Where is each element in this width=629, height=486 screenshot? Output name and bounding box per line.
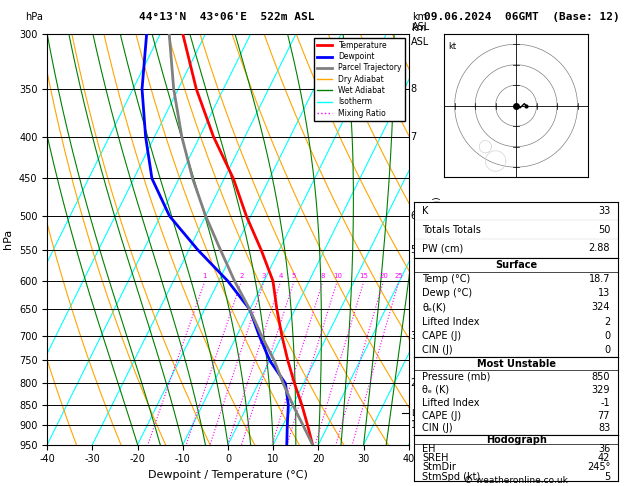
Text: CIN (J): CIN (J) [422, 345, 453, 355]
Text: 3: 3 [411, 331, 417, 341]
Text: kt: kt [448, 42, 457, 51]
Text: 42: 42 [598, 453, 610, 463]
Text: 0: 0 [604, 331, 610, 341]
Text: 44°13'N  43°06'E  522m ASL: 44°13'N 43°06'E 522m ASL [138, 12, 314, 22]
Text: Hodograph: Hodograph [486, 434, 547, 445]
Text: LCL: LCL [411, 409, 426, 418]
Text: 2: 2 [604, 316, 610, 327]
Text: Totals Totals: Totals Totals [422, 225, 481, 235]
Text: 50: 50 [598, 225, 610, 235]
Text: 850: 850 [592, 372, 610, 382]
Text: Surface: Surface [495, 260, 537, 270]
Text: StmDir: StmDir [422, 462, 456, 472]
Text: © weatheronline.co.uk: © weatheronline.co.uk [464, 476, 568, 485]
Text: 2.88: 2.88 [589, 243, 610, 253]
Text: 6: 6 [411, 211, 417, 221]
Text: 10: 10 [333, 273, 342, 279]
Text: CAPE (J): CAPE (J) [422, 331, 461, 341]
Text: 09.06.2024  06GMT  (Base: 12): 09.06.2024 06GMT (Base: 12) [424, 12, 620, 22]
Text: K: K [422, 206, 428, 216]
Text: hPa: hPa [25, 12, 43, 22]
Text: 33: 33 [598, 206, 610, 216]
Text: Mixing Ratio (g/kg): Mixing Ratio (g/kg) [433, 196, 442, 282]
Text: -1: -1 [601, 398, 610, 408]
Text: θₑ(K): θₑ(K) [422, 302, 446, 312]
Text: Pressure (mb): Pressure (mb) [422, 372, 491, 382]
Text: ASL: ASL [411, 37, 429, 47]
Text: 1: 1 [203, 273, 207, 279]
Text: 36: 36 [598, 444, 610, 454]
Text: 324: 324 [592, 302, 610, 312]
X-axis label: Dewpoint / Temperature (°C): Dewpoint / Temperature (°C) [148, 470, 308, 480]
Text: SREH: SREH [422, 453, 448, 463]
Text: 13: 13 [598, 288, 610, 298]
Text: 20: 20 [379, 273, 388, 279]
Text: km: km [412, 12, 427, 22]
Text: Lifted Index: Lifted Index [422, 316, 479, 327]
Text: Most Unstable: Most Unstable [477, 359, 555, 369]
Text: 5: 5 [292, 273, 296, 279]
Text: Dewp (°C): Dewp (°C) [422, 288, 472, 298]
Text: 2: 2 [411, 379, 417, 388]
Text: θₑ (K): θₑ (K) [422, 384, 449, 395]
Text: 4: 4 [279, 273, 283, 279]
Text: km: km [411, 23, 426, 33]
Text: Lifted Index: Lifted Index [422, 398, 479, 408]
Text: ASL: ASL [412, 22, 430, 32]
Text: 245°: 245° [587, 462, 610, 472]
Legend: Temperature, Dewpoint, Parcel Trajectory, Dry Adiabat, Wet Adiabat, Isotherm, Mi: Temperature, Dewpoint, Parcel Trajectory… [314, 38, 405, 121]
Text: StmSpd (kt): StmSpd (kt) [422, 471, 481, 482]
Text: 5: 5 [604, 471, 610, 482]
Text: Temp (°C): Temp (°C) [422, 274, 470, 284]
Text: 83: 83 [598, 423, 610, 434]
Text: EH: EH [422, 444, 435, 454]
Y-axis label: hPa: hPa [3, 229, 13, 249]
Text: 5: 5 [411, 245, 417, 255]
Text: 1: 1 [411, 420, 417, 431]
Text: 2: 2 [239, 273, 243, 279]
Text: PW (cm): PW (cm) [422, 243, 464, 253]
Text: 7: 7 [411, 132, 417, 141]
Text: 18.7: 18.7 [589, 274, 610, 284]
Text: 3: 3 [262, 273, 267, 279]
Text: 8: 8 [321, 273, 325, 279]
Text: 15: 15 [360, 273, 369, 279]
Text: CAPE (J): CAPE (J) [422, 411, 461, 420]
Text: 329: 329 [592, 384, 610, 395]
Text: 8: 8 [411, 84, 417, 94]
Text: 77: 77 [598, 411, 610, 420]
Text: 25: 25 [394, 273, 403, 279]
Text: 0: 0 [604, 345, 610, 355]
Text: CIN (J): CIN (J) [422, 423, 453, 434]
